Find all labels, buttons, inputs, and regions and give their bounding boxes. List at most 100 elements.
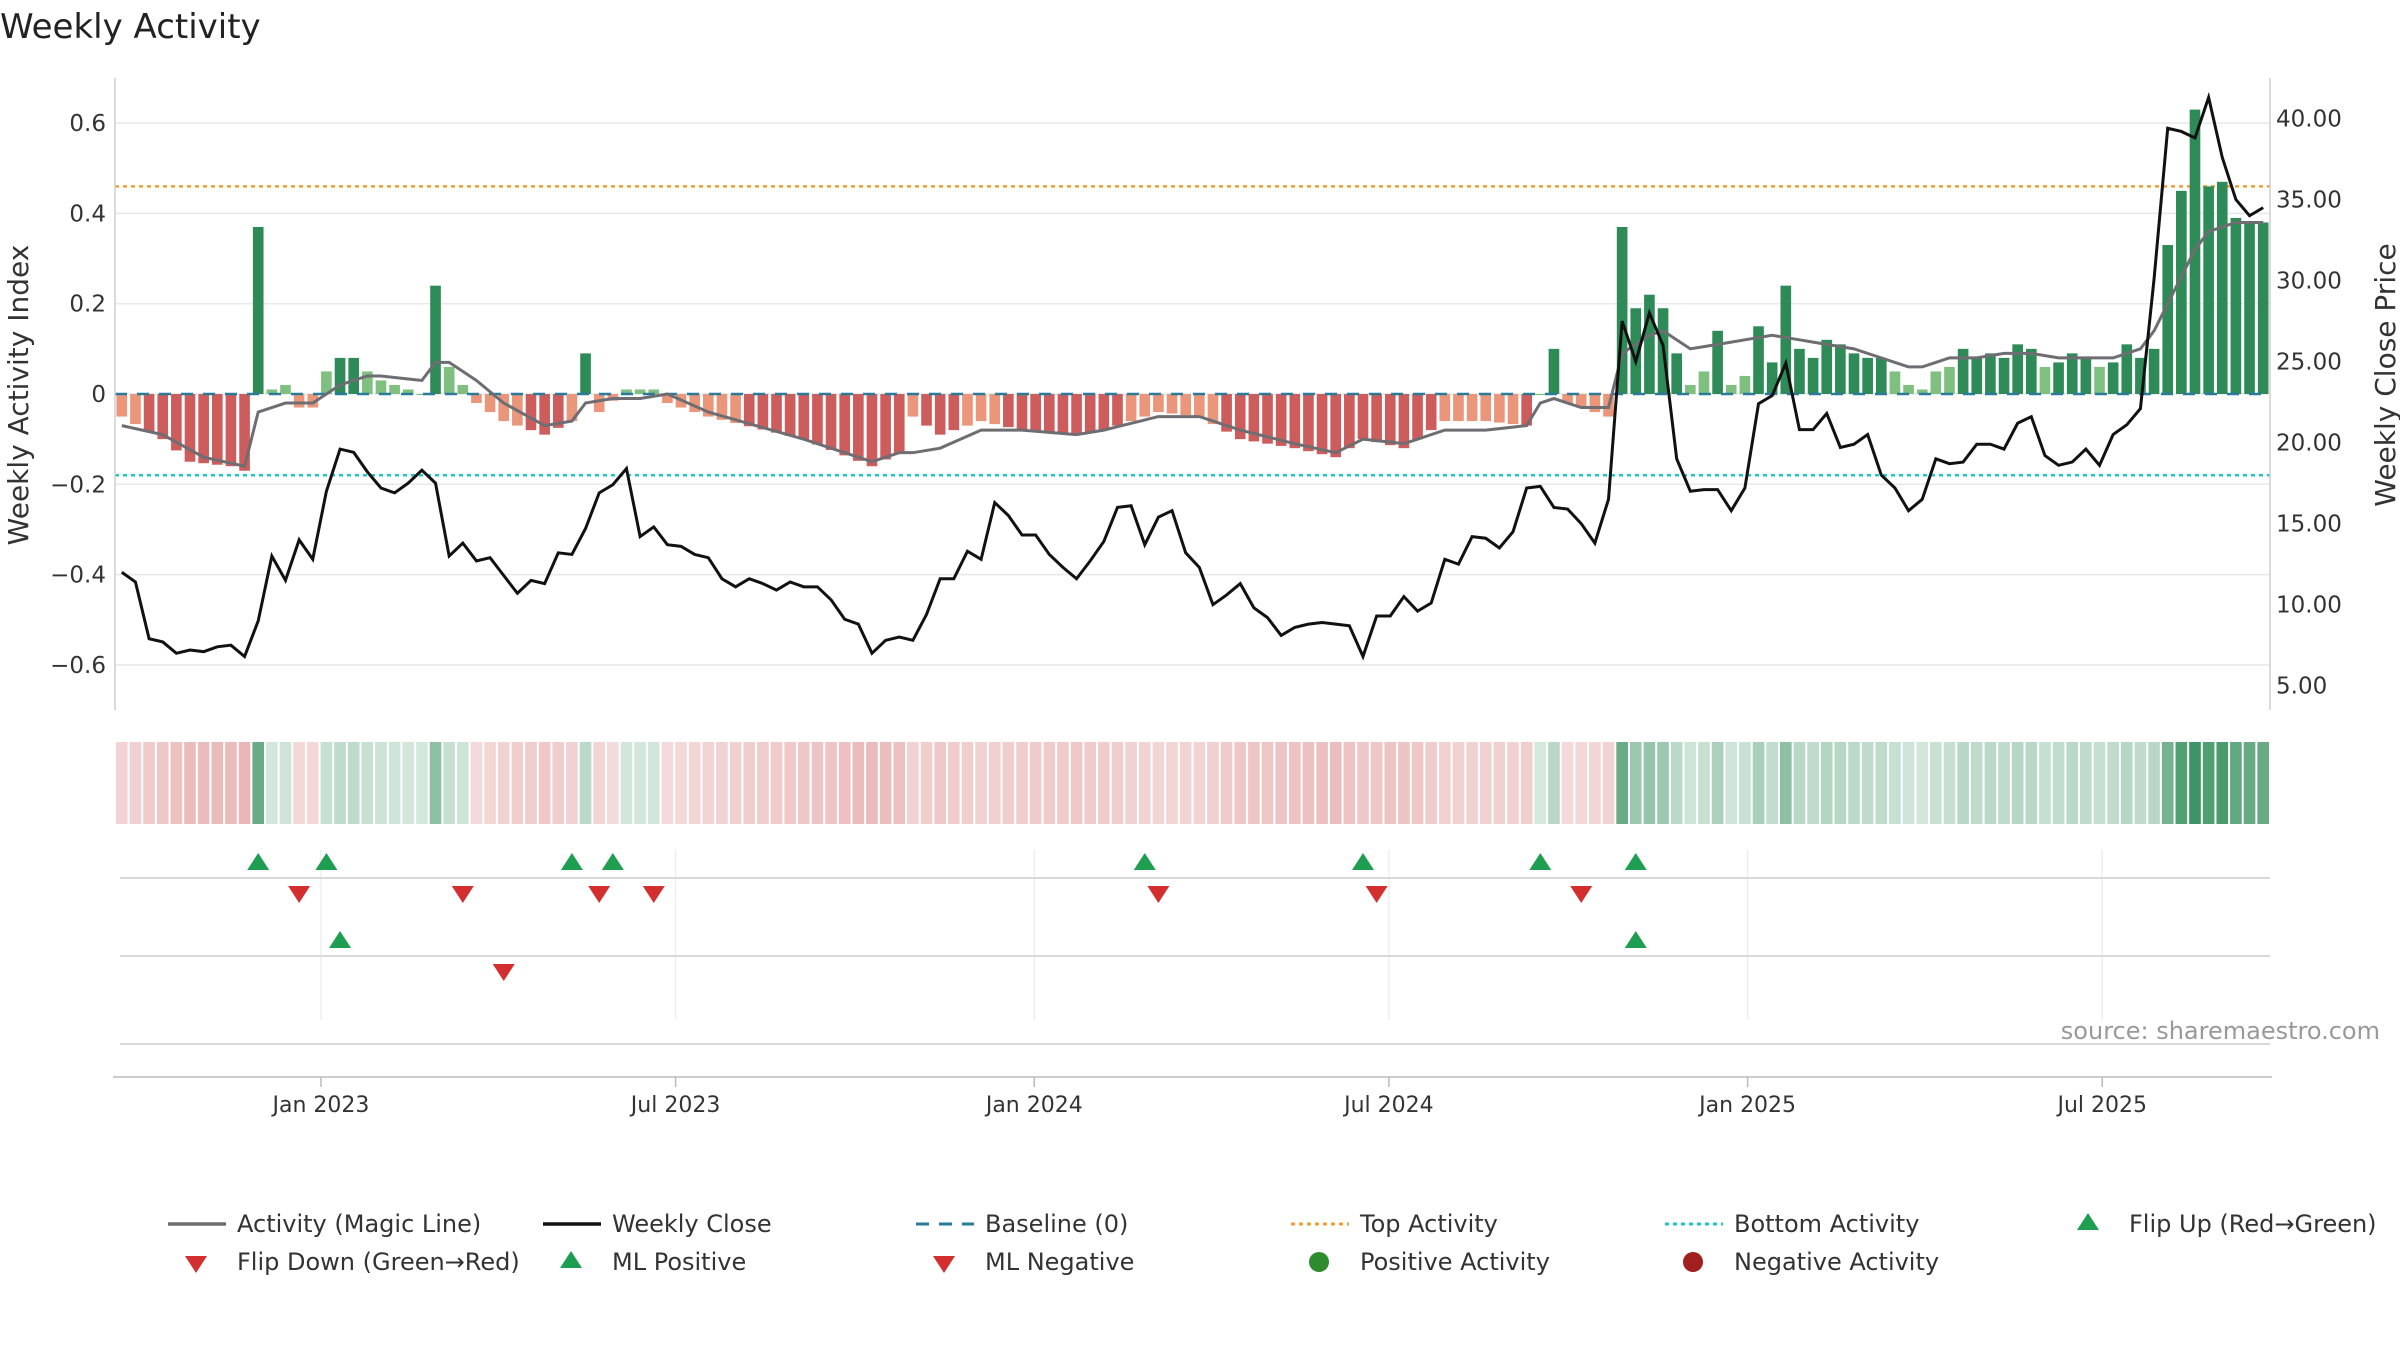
activity-bar: [1958, 349, 1969, 394]
legend-item: Negative Activity: [1683, 1248, 1939, 1276]
heat-cell: [1275, 742, 1287, 824]
heat-cell: [293, 742, 305, 824]
activity-bar: [908, 394, 919, 417]
activity-bar: [130, 394, 141, 424]
flip-down-marker: [643, 886, 665, 903]
heat-cell: [716, 742, 728, 824]
signal-panel: [120, 850, 2270, 1044]
flip-down-marker: [1570, 886, 1592, 903]
heat-cell: [1725, 742, 1737, 824]
activity-bar: [2094, 367, 2105, 394]
activity-bar: [1685, 385, 1696, 394]
heat-cell: [225, 742, 237, 824]
heat-cell: [1071, 742, 1083, 824]
heat-cell: [1262, 742, 1274, 824]
source-label: source: sharemaestro.com: [2061, 1017, 2380, 1045]
activity-bar: [948, 394, 959, 430]
heat-cell: [689, 742, 701, 824]
activity-bar: [594, 394, 605, 412]
activity-bar: [1808, 358, 1819, 394]
heat-cell: [362, 742, 374, 824]
activity-bar: [1139, 394, 1150, 417]
activity-bar: [1726, 385, 1737, 394]
heat-cell: [1848, 742, 1860, 824]
activity-bar: [2012, 344, 2023, 394]
activity-bar: [539, 394, 550, 435]
heat-cell: [348, 742, 360, 824]
flip-down-marker: [452, 886, 474, 903]
heat-cell: [1644, 742, 1656, 824]
heat-cell: [621, 742, 633, 824]
activity-bar: [1985, 353, 1996, 394]
legend-item: Bottom Activity: [1665, 1210, 1919, 1238]
activity-bar: [1099, 394, 1110, 430]
flip-down-marker: [1147, 886, 1169, 903]
activity-bar: [212, 394, 223, 465]
legend-label: Baseline (0): [985, 1210, 1128, 1238]
flip-up-marker: [1529, 853, 1551, 870]
heat-cell: [2039, 742, 2051, 824]
activity-bar: [2108, 362, 2119, 394]
heat-cell: [907, 742, 919, 824]
legend-label: Top Activity: [1359, 1210, 1498, 1238]
activity-bar: [526, 394, 537, 430]
heat-cell: [1166, 742, 1178, 824]
activity-bar: [1317, 394, 1328, 454]
heat-cell: [1548, 742, 1560, 824]
heat-cell: [1016, 742, 1028, 824]
heat-cell: [1412, 742, 1424, 824]
activity-bar: [1058, 394, 1069, 434]
activity-bar: [1494, 394, 1505, 423]
activity-bar: [376, 380, 387, 394]
activity-bar: [1821, 340, 1832, 394]
flip-up-marker: [561, 853, 583, 870]
heat-cell: [853, 742, 865, 824]
heat-cell: [1439, 742, 1451, 824]
heat-cell: [675, 742, 687, 824]
y-tick-label: −0.4: [50, 563, 106, 589]
heat-cell: [593, 742, 605, 824]
activity-bar: [2244, 222, 2255, 394]
heat-cell: [307, 742, 319, 824]
heat-cell: [539, 742, 551, 824]
heat-cell: [2148, 742, 2160, 824]
heat-cell: [2244, 742, 2256, 824]
y2-axis-label: Weekly Close Price: [2369, 243, 2400, 506]
activity-bar: [580, 353, 591, 394]
y-tick-label: 0.2: [69, 292, 106, 318]
heat-cell: [880, 742, 892, 824]
heat-cell: [2216, 742, 2228, 824]
activity-bar: [1180, 394, 1191, 415]
heat-cell: [1494, 742, 1506, 824]
activity-bar: [1153, 394, 1164, 412]
heat-cell: [389, 742, 401, 824]
activity-bar: [1931, 371, 1942, 394]
heat-cell: [552, 742, 564, 824]
activity-bar: [935, 394, 946, 435]
heat-cell: [1466, 742, 1478, 824]
activity-heatstrip: [116, 742, 2269, 824]
activity-bar: [1971, 358, 1982, 394]
x-tick-label: Jul 2025: [2055, 1093, 2147, 1118]
activity-bar: [2149, 349, 2160, 394]
heat-cell: [1957, 742, 1969, 824]
heat-cell: [1835, 742, 1847, 824]
legend-label: Weekly Close: [612, 1210, 772, 1238]
heat-cell: [2189, 742, 2201, 824]
activity-bar: [1126, 394, 1137, 421]
activity-bar: [1426, 394, 1437, 430]
activity-bar: [1030, 394, 1041, 431]
flip-up-marker: [315, 853, 337, 870]
heat-cell: [1425, 742, 1437, 824]
y-tick-label: −0.2: [50, 472, 106, 498]
heat-cell: [1248, 742, 1260, 824]
legend-item: ML Negative: [933, 1248, 1134, 1276]
legend-swatch-circle: [1683, 1252, 1703, 1272]
activity-bar: [471, 394, 482, 403]
activity-bar: [1671, 353, 1682, 394]
heat-cell: [280, 742, 292, 824]
legend-swatch-tri-down: [185, 1256, 207, 1273]
activity-bar: [1003, 394, 1014, 427]
heat-cell: [730, 742, 742, 824]
activity-bar: [1412, 394, 1423, 439]
